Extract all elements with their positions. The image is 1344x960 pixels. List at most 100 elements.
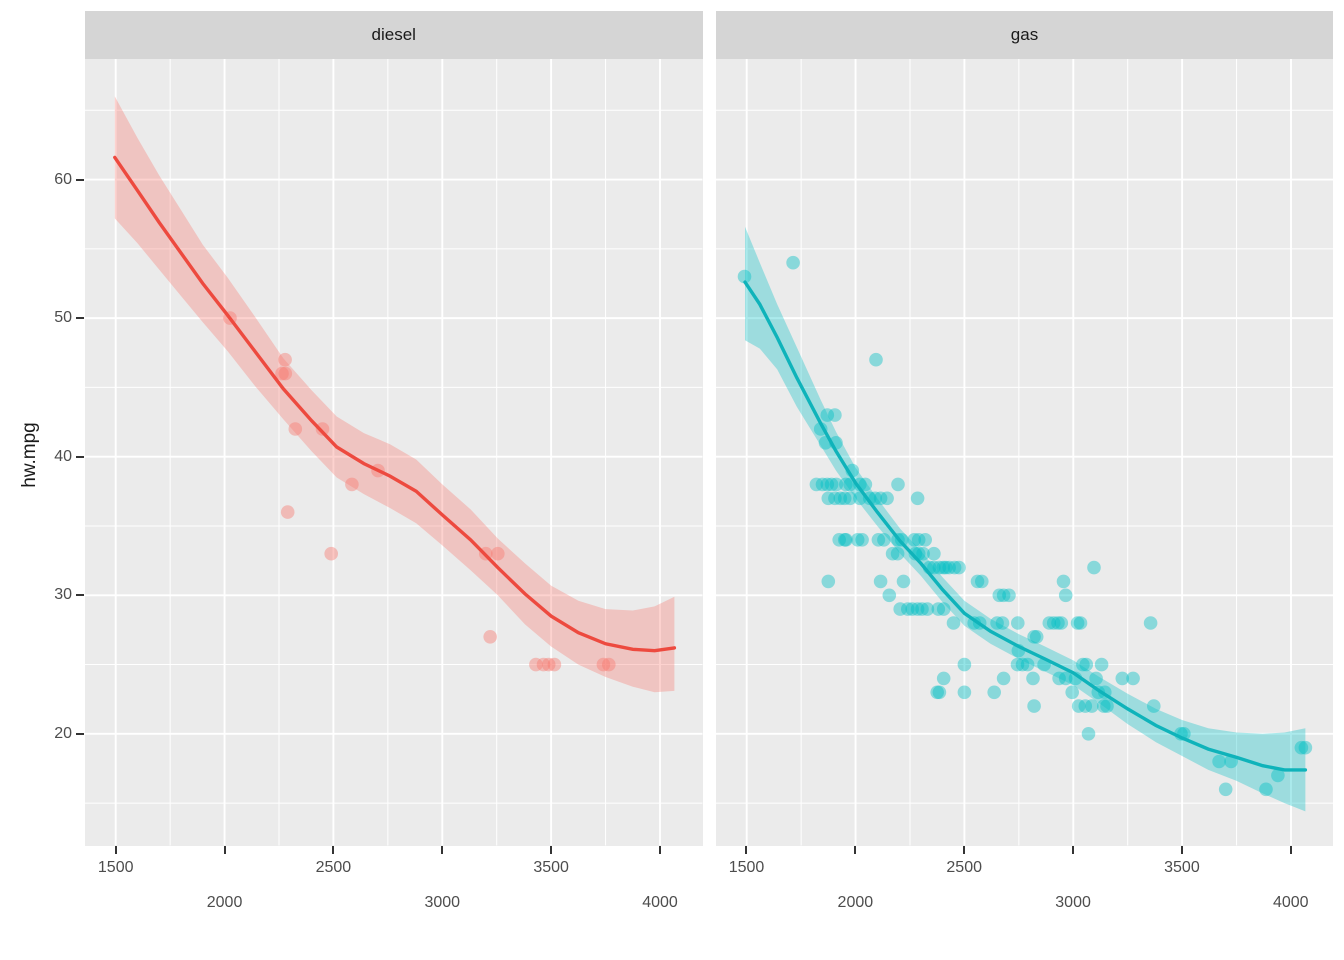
data-point xyxy=(280,505,295,519)
x-tick-mark xyxy=(854,845,857,854)
x-tick-mark xyxy=(550,845,553,854)
data-point xyxy=(541,657,556,672)
data-point xyxy=(957,657,971,672)
data-point xyxy=(815,477,830,492)
data-point xyxy=(990,616,1004,630)
data-point xyxy=(876,532,891,547)
data-point xyxy=(1081,726,1096,741)
data-point xyxy=(890,477,905,492)
y-tick-mark xyxy=(76,594,84,597)
data-point xyxy=(926,546,941,561)
x-tick-mark xyxy=(114,845,117,854)
data-point xyxy=(345,477,359,492)
y-tick-label: 30 xyxy=(54,586,72,604)
diesel-scatter-smooth xyxy=(85,59,703,846)
data-point xyxy=(1094,657,1109,672)
data-point xyxy=(324,546,338,561)
data-point xyxy=(951,560,966,575)
x-tick-mark xyxy=(332,845,335,854)
data-point xyxy=(1050,616,1065,630)
data-point xyxy=(908,546,922,561)
data-point xyxy=(942,560,956,575)
data-point xyxy=(1126,671,1140,686)
data-point xyxy=(905,602,919,616)
data-point xyxy=(995,616,1010,630)
x-tick-label: 3000 xyxy=(1055,894,1091,911)
x-tick-mark xyxy=(1289,845,1292,854)
data-point xyxy=(1042,616,1056,630)
x-tick-label: 3000 xyxy=(424,894,461,911)
plot-panel-gas xyxy=(715,59,1334,846)
data-point xyxy=(1115,671,1129,686)
data-point xyxy=(936,671,951,686)
x-tick-mark xyxy=(441,845,444,854)
y-tick-label: 60 xyxy=(54,170,72,188)
facet-strip-label: gas xyxy=(1010,25,1039,44)
data-point xyxy=(833,491,847,506)
x-tick-label: 3500 xyxy=(533,859,569,876)
confidence-band xyxy=(744,226,1306,812)
data-point xyxy=(529,657,543,672)
gas-scatter-smooth xyxy=(715,59,1334,846)
data-point xyxy=(930,685,944,700)
data-point xyxy=(873,491,888,506)
data-point xyxy=(946,616,961,630)
data-point xyxy=(873,574,888,589)
x-tick-mark xyxy=(223,845,226,854)
data-point xyxy=(936,560,950,575)
data-point xyxy=(1099,699,1114,713)
x-tick-mark xyxy=(1072,845,1075,854)
data-point xyxy=(1046,616,1061,630)
data-point xyxy=(843,491,857,506)
data-point xyxy=(882,588,896,603)
data-point xyxy=(911,532,926,547)
data-point xyxy=(1146,699,1161,713)
data-point xyxy=(1052,671,1066,686)
data-point xyxy=(1294,740,1308,755)
data-point xyxy=(947,560,962,575)
data-point xyxy=(1054,616,1068,630)
smooth-line xyxy=(743,280,1307,772)
data-point xyxy=(824,477,839,492)
facet-strip-diesel: diesel xyxy=(85,11,703,59)
data-point xyxy=(1089,671,1103,686)
data-point xyxy=(1298,740,1312,755)
data-point xyxy=(1001,588,1016,603)
data-point xyxy=(483,630,498,644)
data-point xyxy=(821,574,835,589)
data-point xyxy=(850,532,865,547)
data-point xyxy=(910,602,925,616)
x-tick-label: 2000 xyxy=(837,894,874,911)
data-point xyxy=(821,491,835,506)
data-point xyxy=(1212,754,1226,769)
data-point xyxy=(1075,657,1090,672)
data-point xyxy=(820,408,834,422)
x-tick-label: 2500 xyxy=(946,859,982,876)
data-point xyxy=(885,546,900,561)
y-tick-label: 40 xyxy=(54,447,72,465)
data-point xyxy=(910,491,925,506)
data-point xyxy=(1086,560,1101,575)
data-point xyxy=(855,532,869,547)
confidence-band xyxy=(114,96,675,693)
facet-strip-label: diesel xyxy=(371,25,416,44)
data-point xyxy=(786,255,800,270)
data-point xyxy=(1027,699,1041,713)
data-point xyxy=(596,657,611,672)
data-point xyxy=(1058,588,1073,603)
data-point xyxy=(1258,782,1273,797)
data-point xyxy=(858,477,872,492)
data-point xyxy=(890,546,905,561)
data-point xyxy=(1084,699,1099,713)
data-point xyxy=(1020,657,1035,672)
data-point xyxy=(957,685,971,700)
data-point xyxy=(932,560,946,575)
data-point xyxy=(970,574,985,589)
data-point xyxy=(1010,616,1025,630)
data-point xyxy=(992,588,1006,603)
data-point xyxy=(918,532,932,547)
facet-strip-gas: gas xyxy=(715,11,1334,59)
y-tick-mark xyxy=(76,732,84,735)
data-point xyxy=(1027,629,1041,644)
data-point xyxy=(832,532,846,547)
